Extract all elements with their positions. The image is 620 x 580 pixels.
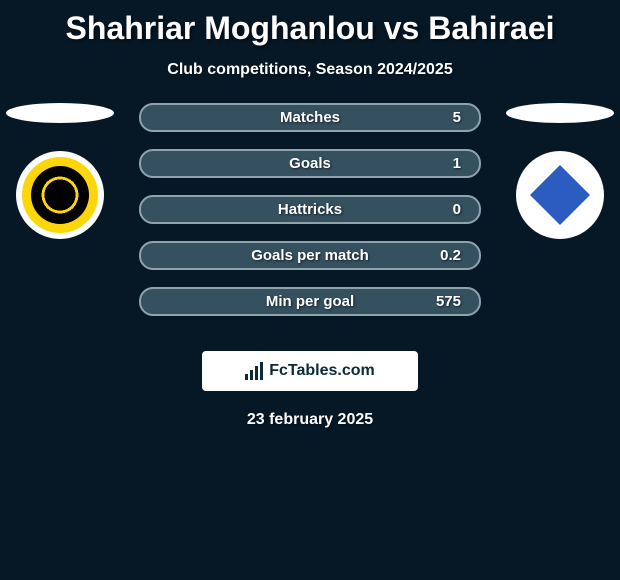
stat-label: Min per goal <box>266 293 354 310</box>
stat-label: Goals per match <box>251 247 369 264</box>
stat-right-value: 0 <box>431 201 461 218</box>
stat-right-value: 1 <box>431 155 461 172</box>
brand-text: FcTables.com <box>269 362 375 380</box>
stat-row-goals-per-match: Goals per match 0.2 <box>139 241 481 270</box>
stat-row-min-per-goal: Min per goal 575 <box>139 287 481 316</box>
page-title: Shahriar Moghanlou vs Bahiraei <box>0 0 620 47</box>
stat-label: Goals <box>289 155 331 172</box>
sepahan-logo-icon <box>16 151 104 239</box>
stat-right-value: 575 <box>431 293 461 310</box>
date-label: 23 february 2025 <box>0 411 620 429</box>
stat-label: Matches <box>280 109 340 126</box>
fctables-brand[interactable]: FcTables.com <box>202 351 418 391</box>
stat-right-value: 5 <box>431 109 461 126</box>
stats-list: Matches 5 Goals 1 Hattricks 0 Goals per … <box>139 103 481 316</box>
bar-chart-icon <box>245 362 263 380</box>
stat-row-matches: Matches 5 <box>139 103 481 132</box>
esteghlal-khuzestan-logo-icon <box>516 151 604 239</box>
comparison-panel: Matches 5 Goals 1 Hattricks 0 Goals per … <box>0 103 620 333</box>
stat-label: Hattricks <box>278 201 342 218</box>
stat-row-hattricks: Hattricks 0 <box>139 195 481 224</box>
right-player-column <box>500 103 620 239</box>
player-photo-placeholder-right <box>506 103 614 123</box>
stat-row-goals: Goals 1 <box>139 149 481 178</box>
stat-right-value: 0.2 <box>431 247 461 264</box>
player-photo-placeholder-left <box>6 103 114 123</box>
left-player-column <box>0 103 120 239</box>
subtitle: Club competitions, Season 2024/2025 <box>0 61 620 79</box>
